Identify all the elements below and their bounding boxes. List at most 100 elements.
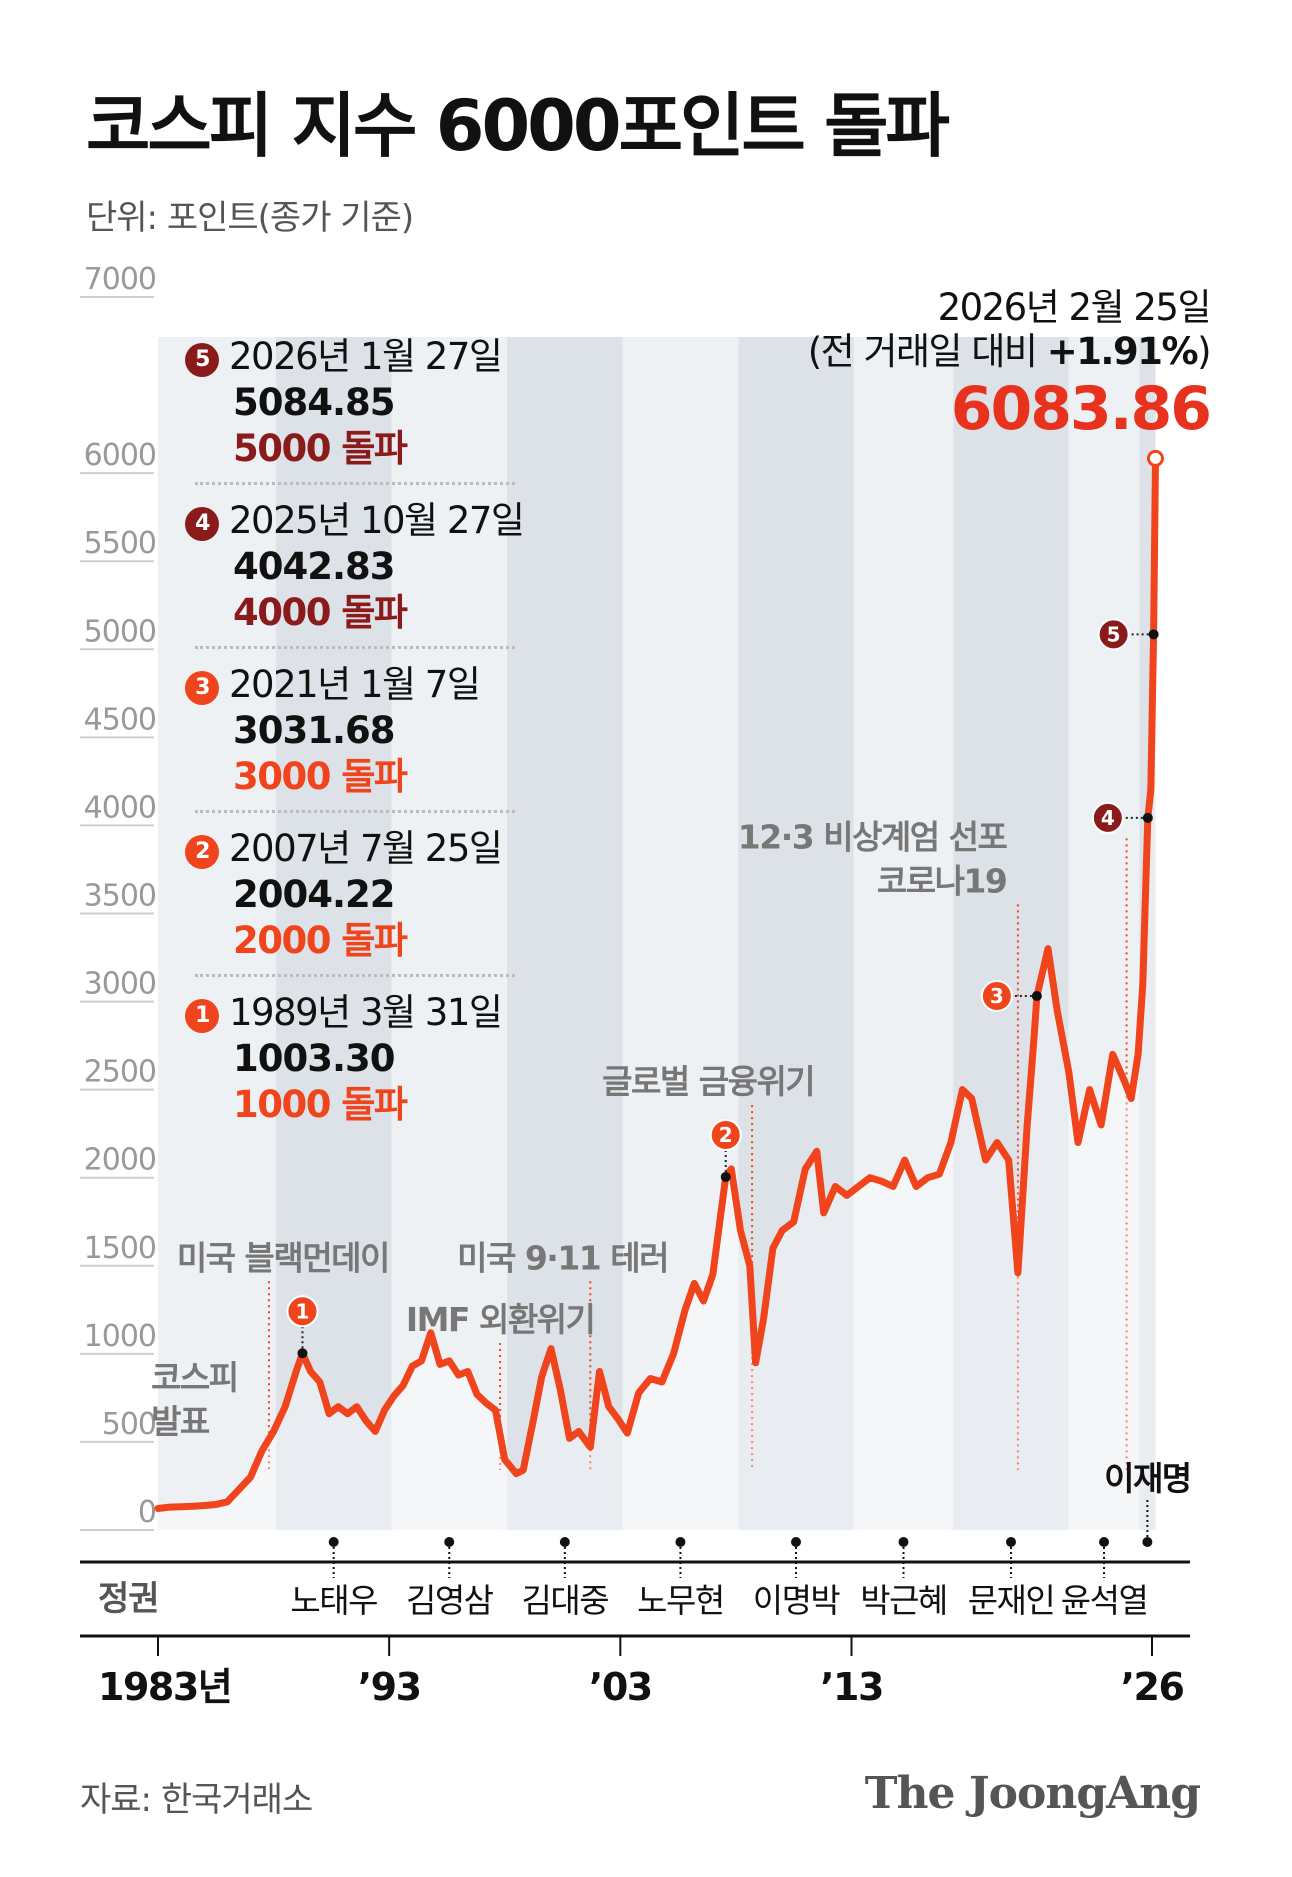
y-tick-label: 4500 xyxy=(84,702,156,737)
regime-marker xyxy=(328,1537,339,1547)
milestone-1: 1 1989년 3월 31일 1003.30 1000 돌파 xyxy=(185,990,525,1128)
regime-axis-label: 정권 xyxy=(98,1579,159,1619)
regime-axis: 정권 노태우 김영삼 김대중 노무현 이명박 박근혜 문재인 윤석열 이재명 xyxy=(80,1459,1192,1620)
milestone-value: 5084.85 xyxy=(233,381,396,424)
y-tick-label: 2500 xyxy=(84,1055,156,1090)
x-tick-label: 1983년 xyxy=(98,1665,231,1709)
milestone-5: 5 2026년 1월 27일 5084.85 5000 돌파 xyxy=(185,334,525,472)
y-tick-label: 5500 xyxy=(84,526,156,561)
milestone-divider xyxy=(195,974,515,977)
milestone-2: 2 2007년 7월 25일 2004.22 2000 돌파 xyxy=(185,826,525,964)
milestone-value: 4042.83 xyxy=(233,545,396,588)
source-note: 자료: 한국거래소 xyxy=(80,1780,313,1820)
latest-change-prefix: (전 거래일 대비 xyxy=(807,330,1047,373)
milestone-date: 2 2007년 7월 25일 xyxy=(185,826,525,872)
milestone-number-badge: 2 xyxy=(185,835,219,869)
milestone-label: 3000 돌파 xyxy=(233,755,408,798)
milestone-date: 4 2025년 10월 27일 xyxy=(185,498,525,544)
regime-band xyxy=(738,337,854,1530)
series-area xyxy=(158,458,1156,1530)
latest-point xyxy=(1146,449,1164,467)
latest-change: (전 거래일 대비 +1.91%) xyxy=(807,330,1212,374)
regime-marker xyxy=(1099,1537,1110,1547)
event-label: 발표 xyxy=(151,1402,210,1441)
latest-change-suffix: ) xyxy=(1197,330,1211,373)
regime-name: 윤석열 xyxy=(1061,1581,1148,1620)
milestone-divider xyxy=(195,482,515,485)
y-tick-label: 1500 xyxy=(84,1231,156,1266)
x-tick-label: ’13 xyxy=(820,1665,883,1709)
milestone-value: 2004.22 xyxy=(233,873,396,916)
milestone-badge-number: 5 xyxy=(1107,622,1121,646)
regime-band xyxy=(158,337,276,1530)
milestone-label: 5000 돌파 xyxy=(233,427,408,470)
milestone-3: 3 2021년 1월 7일 3031.68 3000 돌파 xyxy=(185,662,525,800)
milestone-badge xyxy=(286,1295,319,1328)
series-line xyxy=(154,454,1159,1512)
milestone-point xyxy=(720,1171,731,1182)
milestone-label: 1000 돌파 xyxy=(233,1083,408,1126)
milestone-label: 4000 돌파 xyxy=(233,591,408,634)
milestone-date: 1 1989년 3월 31일 xyxy=(185,990,525,1036)
y-tick-label: 3000 xyxy=(84,967,156,1002)
event-label: 글로벌 금융위기 xyxy=(602,1062,814,1101)
regime-marker xyxy=(675,1537,686,1547)
regime-name: 김대중 xyxy=(522,1581,609,1620)
milestone-badge-number: 3 xyxy=(990,984,1004,1008)
milestone-divider xyxy=(195,646,515,649)
x-tick-label: ’03 xyxy=(589,1665,652,1709)
regime-name: 김영삼 xyxy=(406,1581,494,1620)
event-label: 12·3 비상계엄 선포 xyxy=(738,817,1008,856)
milestone-date-text: 2025년 10월 27일 xyxy=(229,499,525,542)
latest-change-value: +1.91% xyxy=(1046,330,1199,373)
milestone-point xyxy=(1142,812,1153,823)
y-axis: 0 500 1000 1500 2000 2500 3000 3500 4000 4500 5000… xyxy=(80,262,157,1531)
latest-date: 2026년 2월 25일 xyxy=(937,286,1212,329)
milestone-value: 1003.30 xyxy=(233,1037,396,1080)
regime-band xyxy=(853,337,954,1530)
milestone-number-badge: 3 xyxy=(185,671,219,705)
milestone-date-text: 2026년 1월 27일 xyxy=(229,335,503,378)
x-axis: 1983년 ’93 ’03 ’13 ’26 xyxy=(80,1634,1190,1709)
y-tick-label: 4000 xyxy=(84,790,156,825)
regime-bands xyxy=(158,337,1156,1530)
y-tick-label: 0 xyxy=(138,1495,156,1530)
milestone-badge xyxy=(1091,801,1124,834)
regime-marker xyxy=(1005,1537,1016,1547)
milestone-badge xyxy=(709,1118,742,1151)
y-tick-label: 2000 xyxy=(84,1143,156,1178)
regime-marker xyxy=(1142,1537,1153,1547)
milestone-number-badge: 4 xyxy=(185,507,219,541)
latest-callout: 2026년 2월 25일 (전 거래일 대비 +1.91%) 6083.86 xyxy=(807,286,1212,444)
milestone-date: 5 2026년 1월 27일 xyxy=(185,334,525,380)
regime-name: 박근혜 xyxy=(860,1581,947,1620)
event-label: 미국 블랙먼데이 xyxy=(177,1238,389,1277)
regime-name: 노무현 xyxy=(637,1581,724,1620)
regime-marker xyxy=(791,1537,802,1547)
regime-marker xyxy=(559,1537,570,1547)
regime-band xyxy=(953,337,1069,1530)
event-label: 코스피 xyxy=(151,1358,238,1397)
milestone-badge xyxy=(980,979,1013,1012)
milestone-point xyxy=(297,1348,308,1359)
latest-value: 6083.86 xyxy=(950,374,1212,444)
milestone-point xyxy=(1148,629,1159,640)
y-tick-label: 1000 xyxy=(84,1319,156,1354)
milestone-label: 2000 돌파 xyxy=(233,919,408,962)
milestone-badge-number: 4 xyxy=(1101,806,1115,830)
milestone-point xyxy=(1031,990,1042,1001)
page-title: 코스피 지수 6000포인트 돌파 xyxy=(86,85,950,167)
milestone-4: 4 2025년 10월 27일 4042.83 4000 돌파 xyxy=(185,498,525,636)
y-tick-label: 3500 xyxy=(84,879,156,914)
regime-marker xyxy=(444,1537,455,1547)
x-tick-label: ’26 xyxy=(1121,1665,1184,1709)
regime-band xyxy=(507,337,623,1530)
milestone-markers: 1 2 3 4 5 xyxy=(286,618,1159,1359)
milestone-number-badge: 1 xyxy=(185,999,219,1033)
regime-band xyxy=(391,337,508,1530)
x-tick-label: ’93 xyxy=(358,1665,421,1709)
event-label: IMF 외환위기 xyxy=(406,1300,595,1339)
